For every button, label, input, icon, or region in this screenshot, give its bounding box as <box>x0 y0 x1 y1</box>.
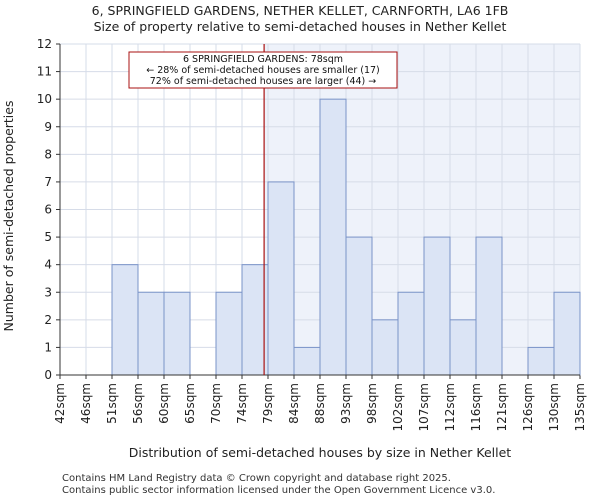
x-tick-label-7: 74sqm <box>235 383 249 424</box>
x-tick-label-16: 116sqm <box>469 383 483 431</box>
x-tick-label-13: 102sqm <box>391 383 405 431</box>
x-tick-label-9: 84sqm <box>287 383 301 424</box>
x-tick-label-14: 107sqm <box>417 383 431 431</box>
x-tick-label-8: 79sqm <box>261 383 275 424</box>
chart-subtitle: Size of property relative to semi-detach… <box>94 19 507 34</box>
bar-93sqm <box>345 236 373 376</box>
bar-98sqm <box>371 319 399 376</box>
footer-licence: Contains public sector information licen… <box>62 485 496 496</box>
y-tick-label-7: 7 <box>44 175 52 189</box>
bar-51sqm <box>111 264 139 376</box>
bar-60sqm <box>163 291 191 376</box>
y-tick-label-0: 0 <box>44 368 52 382</box>
y-tick-label-12: 12 <box>37 37 52 51</box>
x-tick-label-1: 46sqm <box>79 383 93 424</box>
x-tick-label-6: 70sqm <box>209 383 223 424</box>
x-tick-label-20: 135sqm <box>573 383 587 431</box>
x-tick-label-2: 51sqm <box>105 383 119 424</box>
chart-title: 6, SPRINGFIELD GARDENS, NETHER KELLET, C… <box>92 3 509 18</box>
y-tick-label-4: 4 <box>44 258 52 272</box>
histogram-chart: 6, SPRINGFIELD GARDENS, NETHER KELLET, C… <box>1 3 587 460</box>
x-tick-label-18: 126sqm <box>521 383 535 431</box>
x-axis-label: Distribution of semi-detached houses by … <box>129 445 511 460</box>
y-tick-label-10: 10 <box>37 92 52 106</box>
x-tick-label-17: 121sqm <box>495 383 509 431</box>
y-tick-label-1: 1 <box>44 340 52 354</box>
bar-102sqm <box>397 291 425 376</box>
bar-56sqm <box>137 291 165 376</box>
bar-88sqm <box>319 98 347 376</box>
x-tick-label-10: 88sqm <box>313 383 327 424</box>
y-axis-label: Number of semi-detached properties <box>1 101 16 332</box>
y-tick-label-6: 6 <box>44 203 52 217</box>
bar-79sqm <box>267 181 295 376</box>
y-tick-label-8: 8 <box>44 147 52 161</box>
bar-107sqm <box>423 236 451 376</box>
x-tick-label-19: 130sqm <box>547 383 561 431</box>
x-tick-label-5: 65sqm <box>183 383 197 424</box>
y-tick-label-3: 3 <box>44 285 52 299</box>
y-tick-label-5: 5 <box>44 230 52 244</box>
bar-70sqm <box>215 291 243 376</box>
annotation-line2: ← 28% of semi-detached houses are smalle… <box>146 65 380 76</box>
x-tick-label-12: 98sqm <box>365 383 379 424</box>
annotation-line3: 72% of semi-detached houses are larger (… <box>150 76 377 87</box>
x-tick-label-4: 60sqm <box>157 383 171 424</box>
annotation-line1: 6 SPRINGFIELD GARDENS: 78sqm <box>183 54 343 65</box>
footer-copyright: Contains HM Land Registry data © Crown c… <box>62 473 451 484</box>
annotation-box <box>128 51 398 89</box>
x-tick-label-0: 42sqm <box>53 383 67 424</box>
y-tick-label-11: 11 <box>37 65 52 79</box>
x-tick-label-3: 56sqm <box>131 383 145 424</box>
bar-130sqm <box>553 291 581 376</box>
bar-126sqm <box>527 346 555 376</box>
x-tick-label-15: 112sqm <box>443 383 457 431</box>
y-tick-label-9: 9 <box>44 120 52 134</box>
bar-116sqm <box>475 236 503 376</box>
y-tick-label-2: 2 <box>44 313 52 327</box>
x-tick-label-11: 93sqm <box>339 383 353 424</box>
bar-112sqm <box>449 319 477 376</box>
bar-84sqm <box>293 346 321 376</box>
